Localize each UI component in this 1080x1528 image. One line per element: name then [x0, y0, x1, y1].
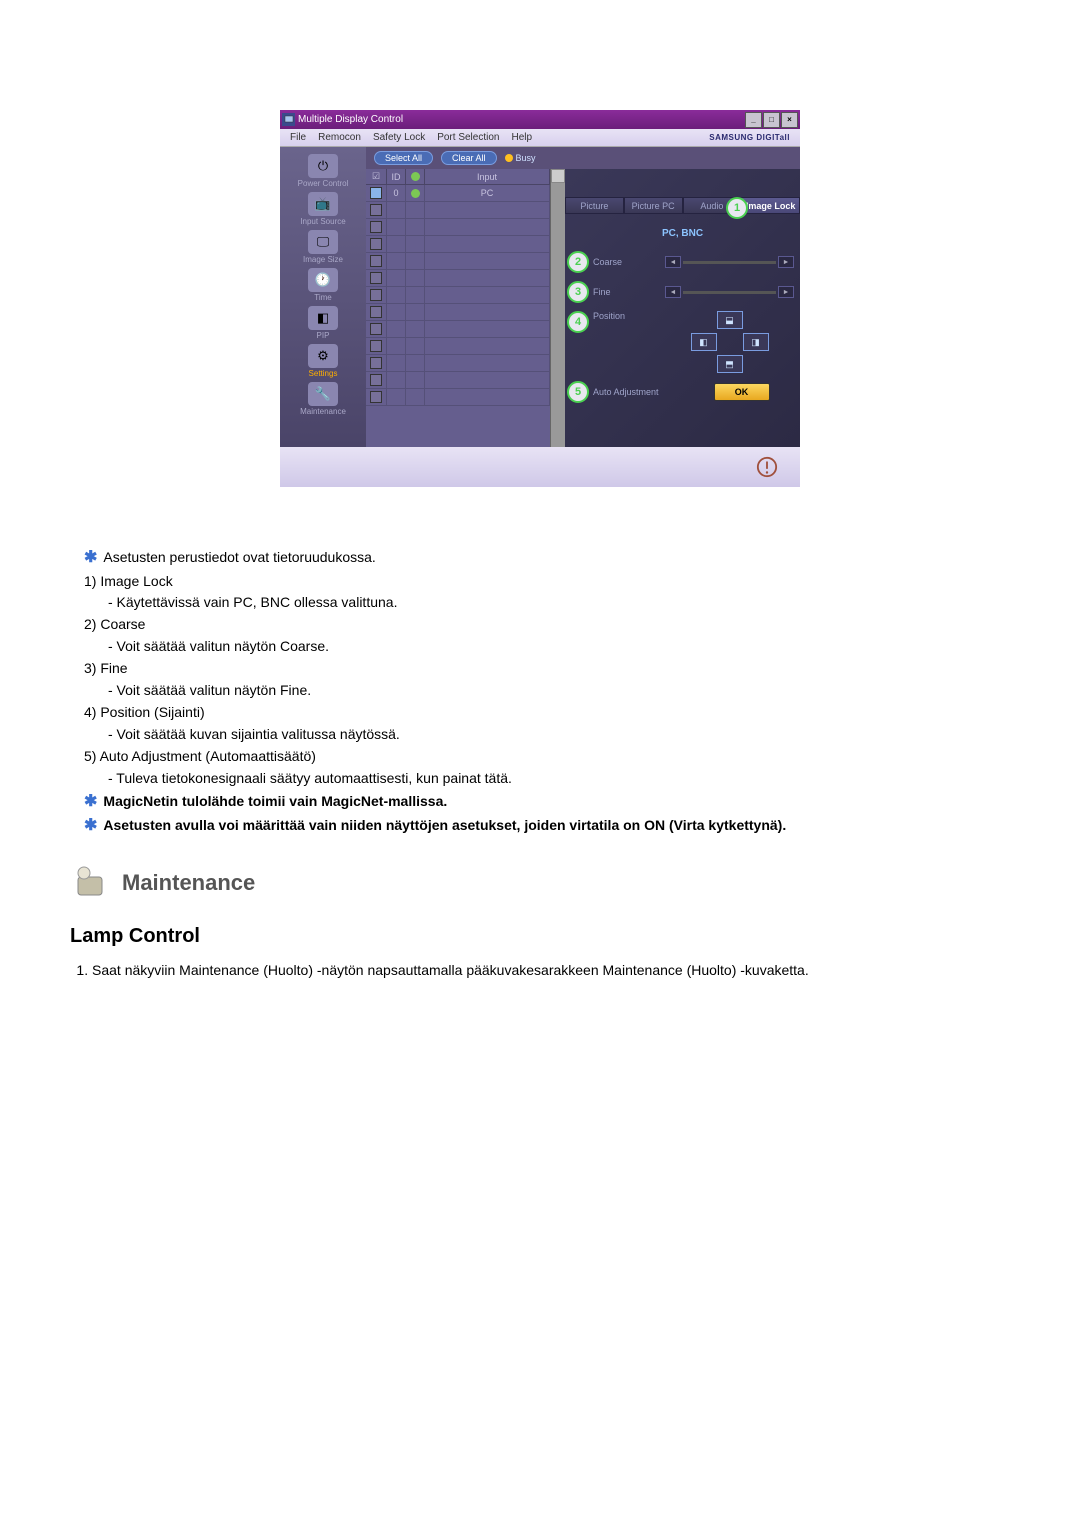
- menubar: File Remocon Safety Lock Port Selection …: [280, 129, 800, 147]
- notes: ✱Asetusten perustiedot ovat tietoruuduko…: [70, 547, 1010, 837]
- subsection-list: Saat näkyviin Maintenance (Huolto) -näyt…: [70, 962, 1010, 978]
- checkbox[interactable]: [370, 238, 382, 250]
- callout-3: 3: [567, 281, 589, 303]
- toolbar: Select All Clear All Busy: [366, 147, 800, 169]
- app-window: Multiple Display Control _ □ × File Remo…: [280, 110, 800, 487]
- tab-image-lock[interactable]: Image Lock: [741, 197, 800, 214]
- sidebar-item-input-source[interactable]: 📺Input Source: [280, 191, 366, 227]
- app-icon: [282, 113, 295, 126]
- table-row[interactable]: [366, 202, 550, 219]
- table-row[interactable]: [366, 304, 550, 321]
- mode-label: PC, BNC: [565, 214, 800, 247]
- coarse-dec[interactable]: ◄: [665, 256, 681, 268]
- busy-indicator: Busy: [505, 153, 536, 163]
- table-row[interactable]: [366, 219, 550, 236]
- table-row[interactable]: [366, 321, 550, 338]
- minimize-button[interactable]: _: [745, 112, 762, 128]
- statusbar: [280, 447, 800, 487]
- sidebar-icon: 🔧: [308, 382, 338, 406]
- position-label: Position: [593, 311, 665, 321]
- star-icon: ✱: [84, 817, 97, 834]
- callout-2: 2: [567, 251, 589, 273]
- maintenance-icon: [70, 863, 110, 903]
- table-row[interactable]: [366, 287, 550, 304]
- sidebar-icon: 🖵: [308, 230, 338, 254]
- menu-safety-lock[interactable]: Safety Lock: [367, 132, 431, 143]
- checkbox[interactable]: [370, 391, 382, 403]
- table-row[interactable]: 0PC: [366, 185, 550, 202]
- pos-up[interactable]: ⬓: [717, 311, 743, 329]
- checkbox[interactable]: [370, 204, 382, 216]
- table-row[interactable]: [366, 338, 550, 355]
- checkbox[interactable]: [370, 272, 382, 284]
- table-row[interactable]: [366, 253, 550, 270]
- tab-picture-pc[interactable]: Picture PC: [624, 197, 683, 214]
- callout-4: 4: [567, 311, 589, 333]
- sidebar-item-image-size[interactable]: 🖵Image Size: [280, 229, 366, 265]
- brand-label: SAMSUNG DIGITall: [703, 133, 796, 142]
- table-row[interactable]: [366, 389, 550, 406]
- section-header: Maintenance: [70, 863, 1010, 903]
- table-row[interactable]: [366, 355, 550, 372]
- table-row[interactable]: [366, 236, 550, 253]
- pos-left[interactable]: ◧: [691, 333, 717, 351]
- coarse-label: Coarse: [593, 257, 665, 267]
- menu-file[interactable]: File: [284, 132, 312, 143]
- alert-icon: [756, 456, 778, 478]
- coarse-inc[interactable]: ►: [778, 256, 794, 268]
- fine-inc[interactable]: ►: [778, 286, 794, 298]
- menu-port-selection[interactable]: Port Selection: [431, 132, 505, 143]
- close-button[interactable]: ×: [781, 112, 798, 128]
- checkbox[interactable]: [370, 374, 382, 386]
- callout-5: 5: [567, 381, 589, 403]
- window-title: Multiple Display Control: [298, 114, 403, 125]
- maximize-button[interactable]: □: [763, 112, 780, 128]
- menu-help[interactable]: Help: [505, 132, 538, 143]
- sidebar-item-power-control[interactable]: ⏻Power Control: [280, 153, 366, 189]
- fine-slider[interactable]: ◄►: [665, 286, 794, 298]
- fine-label: Fine: [593, 287, 665, 297]
- col-id: ID: [387, 169, 406, 184]
- sidebar-item-pip[interactable]: ◧PIP: [280, 305, 366, 341]
- sidebar-item-maintenance[interactable]: 🔧Maintenance: [280, 381, 366, 417]
- checkbox[interactable]: [370, 289, 382, 301]
- pos-down[interactable]: ⬒: [717, 355, 743, 373]
- ok-button[interactable]: OK: [714, 383, 770, 401]
- scrollbar[interactable]: [550, 169, 565, 447]
- sidebar-item-time[interactable]: 🕐Time: [280, 267, 366, 303]
- sidebar-icon: ⏻: [308, 154, 338, 178]
- coarse-slider[interactable]: ◄►: [665, 256, 794, 268]
- clear-all-button[interactable]: Clear All: [441, 151, 497, 165]
- select-all-button[interactable]: Select All: [374, 151, 433, 165]
- checkbox[interactable]: [370, 255, 382, 267]
- checkbox[interactable]: [370, 306, 382, 318]
- table-row[interactable]: [366, 372, 550, 389]
- checkbox[interactable]: [370, 187, 382, 199]
- subsection-title: Lamp Control: [70, 925, 1010, 948]
- sidebar-icon: 📺: [308, 192, 338, 216]
- sidebar-icon: ⚙: [308, 344, 338, 368]
- sidebar-item-settings[interactable]: ⚙Settings: [280, 343, 366, 379]
- display-grid: ☑ ID Input 0PC: [366, 169, 550, 447]
- fine-dec[interactable]: ◄: [665, 286, 681, 298]
- checkbox[interactable]: [370, 357, 382, 369]
- sidebar-icon: 🕐: [308, 268, 338, 292]
- sidebar: ⏻Power Control📺Input Source🖵Image Size🕐T…: [280, 147, 366, 447]
- menu-remocon[interactable]: Remocon: [312, 132, 367, 143]
- titlebar: Multiple Display Control _ □ ×: [280, 110, 800, 129]
- checkbox[interactable]: [370, 323, 382, 335]
- checkbox[interactable]: [370, 340, 382, 352]
- table-row[interactable]: [366, 270, 550, 287]
- pos-right[interactable]: ◨: [743, 333, 769, 351]
- section-title: Maintenance: [122, 870, 255, 896]
- col-input: Input: [425, 169, 550, 184]
- star-icon: ✱: [84, 793, 97, 810]
- callout-1: 1: [726, 197, 748, 219]
- auto-adjust-label: Auto Adjustment: [593, 387, 689, 397]
- checkbox[interactable]: [370, 221, 382, 233]
- sidebar-icon: ◧: [308, 306, 338, 330]
- star-icon: ✱: [84, 549, 97, 566]
- settings-panel: 1 PicturePicture PCAudioImage Lock PC, B…: [565, 169, 800, 447]
- tab-picture[interactable]: Picture: [565, 197, 624, 214]
